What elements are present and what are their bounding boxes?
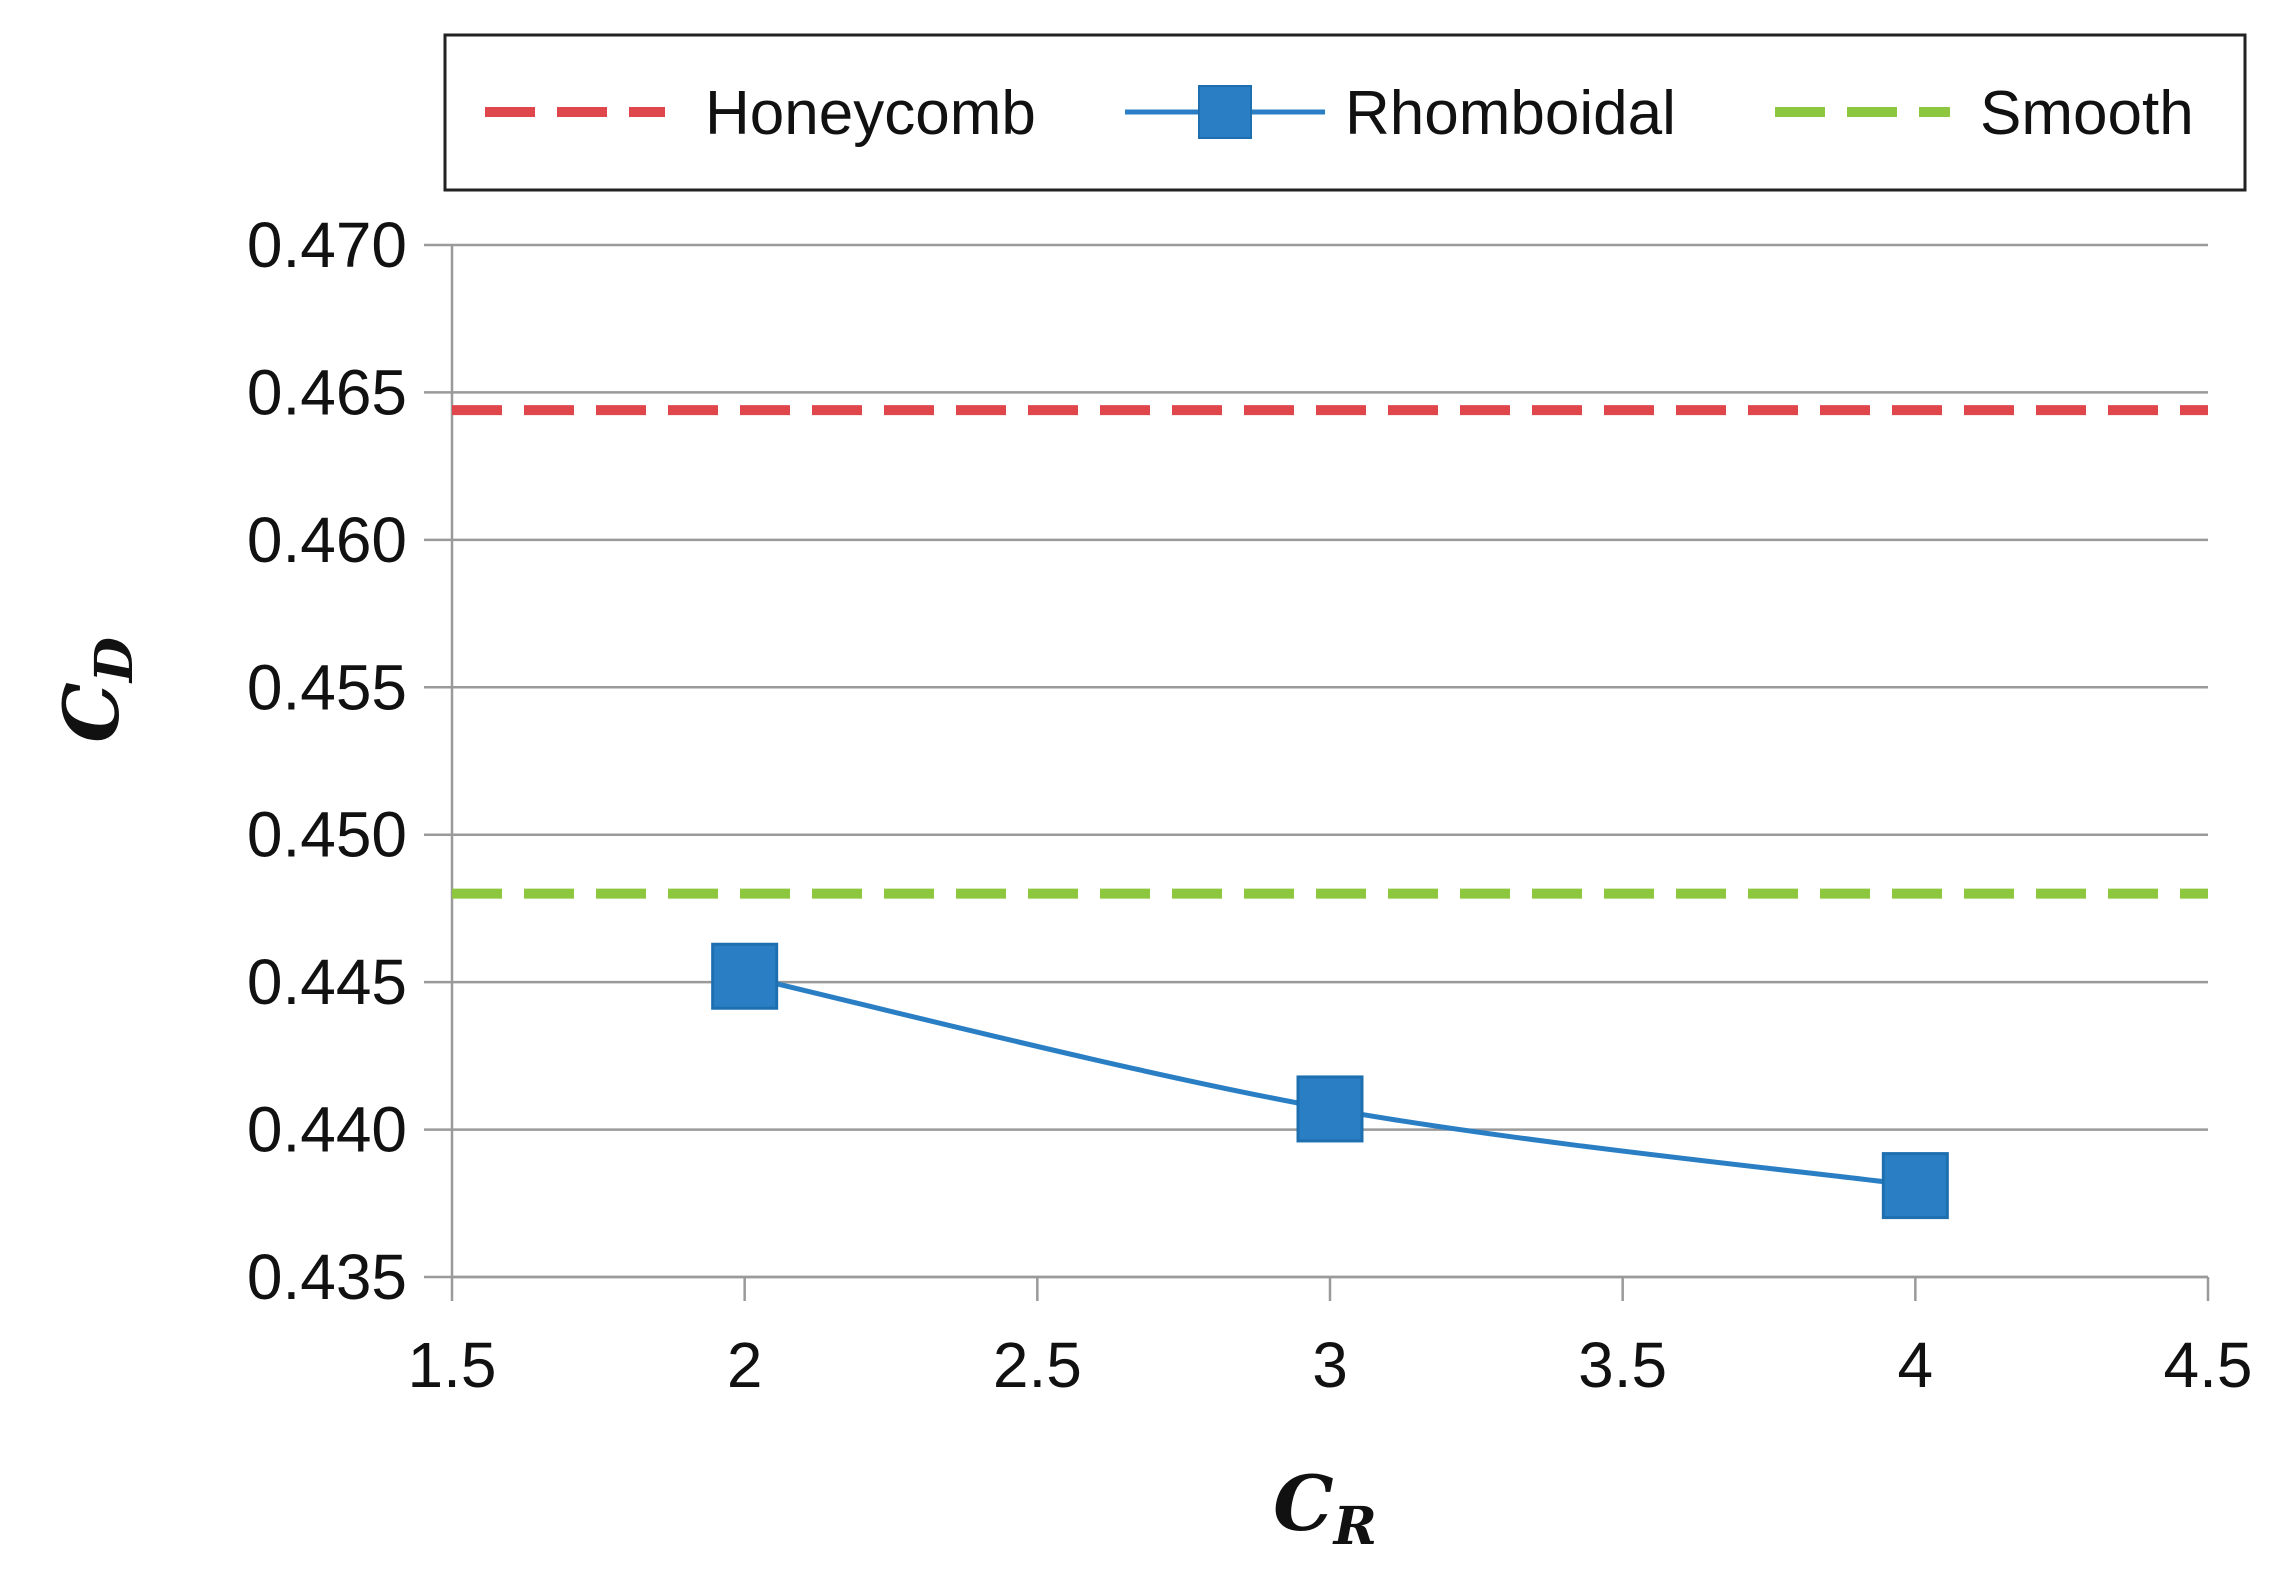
- y-tick-label: 0.450: [247, 799, 407, 871]
- legend-label-smooth: Smooth: [1980, 79, 2194, 148]
- x-tick-label: 2.5: [993, 1329, 1082, 1401]
- legend-label-rhomboidal: Rhomboidal: [1345, 79, 1676, 148]
- x-tick-label: 1.5: [408, 1329, 497, 1401]
- legend-item-smooth: Smooth: [1775, 79, 2194, 148]
- y-axis-title-sub: D: [84, 637, 145, 684]
- y-tick-label: 0.445: [247, 946, 407, 1018]
- x-axis-title: CR: [1273, 1459, 1377, 1557]
- legend: Honeycomb Rhomboidal Smooth: [443, 33, 2247, 192]
- x-axis-title-main: C: [1273, 1459, 1334, 1548]
- legend-item-honeycomb: Honeycomb: [485, 79, 1036, 148]
- x-tick-label: 3: [1312, 1329, 1348, 1401]
- legend-label-honeycomb: Honeycomb: [705, 79, 1036, 148]
- y-tick-label: 0.465: [247, 356, 407, 428]
- y-axis-title-main: C: [47, 682, 136, 743]
- y-axis-title: CD: [47, 637, 145, 743]
- data-point-rhomboidal: [1881, 1152, 1949, 1220]
- axes: [424, 243, 2210, 1301]
- y-tick-labels: 0.435 0.440 0.445 0.450 0.455 0.460 0.465 0.470: [247, 209, 407, 1313]
- data-point-rhomboidal: [1296, 1075, 1364, 1143]
- y-tick-label: 0.455: [247, 651, 407, 723]
- y-tick-label: 0.435: [247, 1241, 407, 1313]
- x-tick-label: 4: [1898, 1329, 1934, 1401]
- x-tick-label: 3.5: [1578, 1329, 1667, 1401]
- legend-item-rhomboidal: Rhomboidal: [1125, 79, 1676, 148]
- x-tick-label: 2: [727, 1329, 763, 1401]
- plot-series: [452, 405, 2208, 1220]
- x-tick-label: 4.5: [2164, 1329, 2253, 1401]
- y-tick-label: 0.470: [247, 209, 407, 281]
- x-axis-title-sub: R: [1332, 1496, 1377, 1557]
- y-tick-label: 0.440: [247, 1094, 407, 1166]
- y-tick-label: 0.460: [247, 504, 407, 576]
- x-tick-labels: 1.5 2 2.5 3 3.5 4 4.5: [408, 1329, 2253, 1401]
- legend-marker-rhomboidal: [1198, 85, 1252, 139]
- data-point-rhomboidal: [711, 942, 779, 1010]
